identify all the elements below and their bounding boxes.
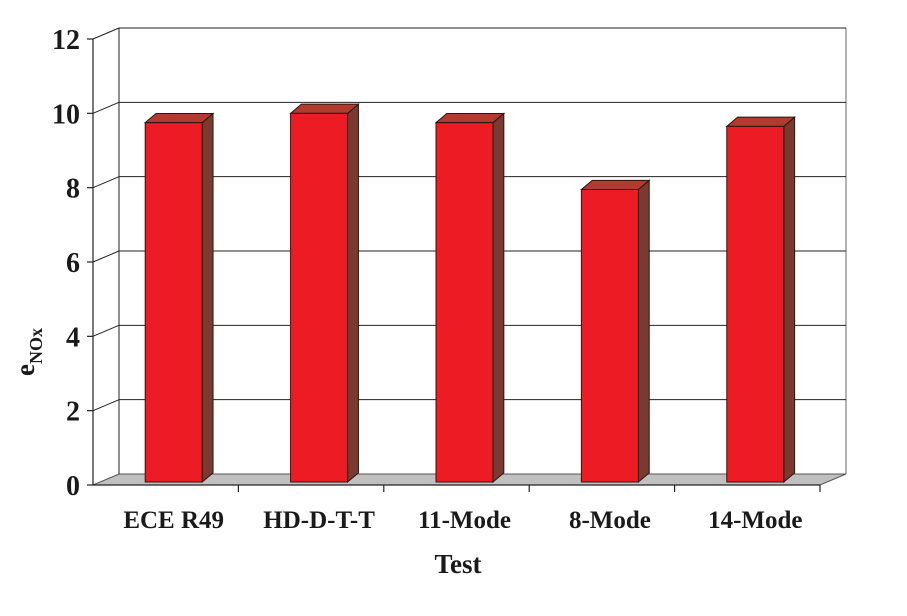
y-tick-label: 4 (66, 322, 80, 353)
bars (143, 103, 796, 484)
bar-side (637, 179, 650, 484)
bar (434, 112, 506, 484)
bar (580, 179, 651, 484)
x-axis-label: Test (434, 549, 481, 579)
bar-top (580, 179, 651, 191)
bar-side (783, 116, 796, 484)
x-tick-label: ECE R49 (123, 507, 224, 534)
gridline-side (92, 399, 120, 412)
bar-front (580, 189, 639, 483)
bar-top (725, 116, 796, 127)
bar-front (726, 125, 785, 483)
x-tick-label: 11-Mode (418, 507, 511, 534)
y-axis-label-main: e (10, 364, 40, 376)
bar-front (290, 112, 349, 483)
y-tick-label: 0 (66, 471, 80, 502)
gridline-side (92, 27, 120, 40)
svg-text:eNOx: eNOx (10, 328, 46, 376)
gridline-side (92, 324, 120, 337)
bar-front (144, 122, 203, 483)
x-tick-label: 8-Mode (569, 507, 651, 534)
y-tick-label: 10 (52, 99, 80, 130)
bar-side (201, 112, 214, 484)
bar-side (492, 112, 505, 484)
y-axis-label: eNOx (10, 328, 46, 376)
bar-top (434, 112, 506, 124)
axes (87, 38, 821, 492)
y-tick-label: 6 (66, 248, 80, 279)
bar (143, 112, 215, 484)
y-tick-labels: 0 2 4 6 8 10 12 (52, 25, 80, 502)
bar-side (347, 103, 359, 484)
x-tick-labels: ECE R49 HD-D-T-T 11-Mode 8-Mode 14-Mode (123, 507, 802, 534)
bar (289, 103, 360, 484)
y-tick-label: 12 (52, 25, 80, 56)
y-tick-label: 2 (66, 397, 80, 428)
bar (725, 116, 796, 484)
x-tick-label: 14-Mode (708, 507, 802, 534)
y-tick-label: 8 (66, 174, 80, 205)
gridline-side (92, 101, 120, 114)
gridline-side (92, 250, 120, 263)
bar-top (143, 112, 215, 124)
bar-top (289, 103, 360, 114)
bar-front (435, 122, 494, 483)
x-tick-label: HD-D-T-T (263, 507, 375, 534)
y-axis-label-subscript: NOx (26, 328, 46, 364)
gridline-side (92, 176, 120, 189)
